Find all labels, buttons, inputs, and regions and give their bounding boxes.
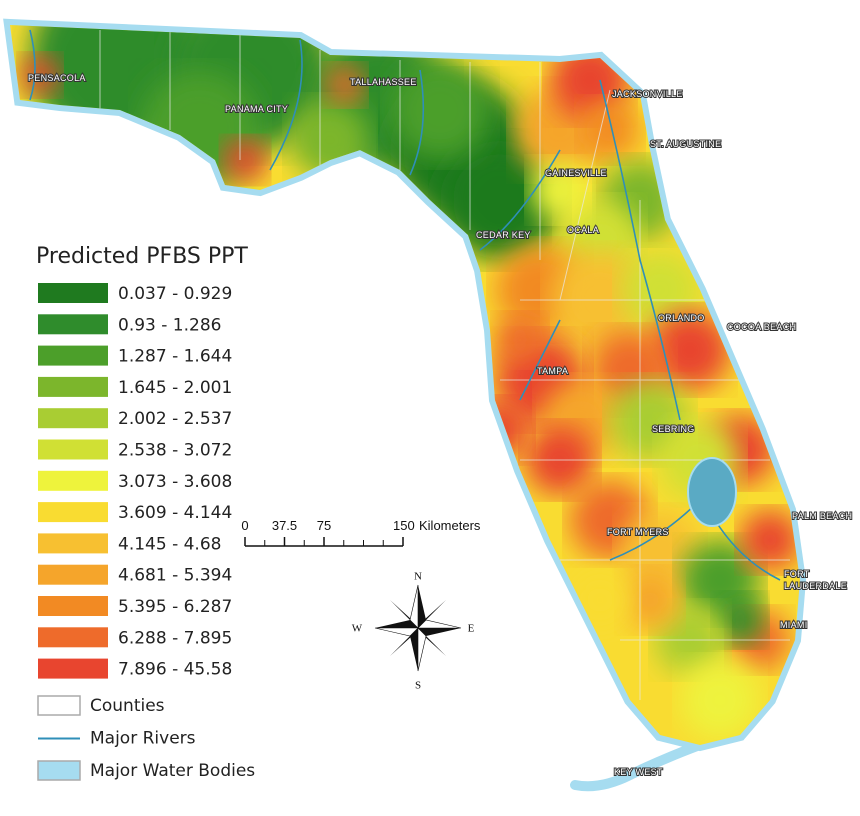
legend-swatch (38, 439, 108, 460)
rivers (29, 29, 781, 581)
legend-swatch (38, 408, 108, 429)
city-label: FORT (784, 569, 810, 579)
city-label: PALM BEACH (792, 511, 852, 521)
city-label: LAUDERDALE (784, 581, 847, 591)
city-label: SEBRING (652, 424, 695, 434)
city-label: ORLANDO (658, 313, 705, 323)
city-label: GAINESVILLE (545, 168, 607, 178)
city-label: OCALA (567, 225, 599, 235)
surface-blob (290, 100, 370, 180)
scale-label: 75 (317, 518, 331, 533)
city-label: JACKSONVILLE (612, 89, 683, 99)
surface-blob (223, 138, 267, 182)
city-label: COCOA BEACH (727, 322, 796, 332)
legend-label: 6.288 - 7.895 (118, 628, 232, 648)
legend-label: 4.145 - 4.68 (118, 534, 221, 554)
legend-swatch (38, 627, 108, 648)
legend-swatch (38, 283, 108, 303)
compass-north: N (414, 571, 422, 583)
city-label: TAMPA (537, 366, 568, 376)
legend-swatch (37, 760, 81, 781)
legend-swatch (38, 658, 108, 679)
city-label: KEY WEST (614, 767, 663, 777)
city-labels: PENSACOLA PANAMA CITY TALLAHASSEE JACKSONVI… (27, 72, 853, 778)
legend-label: 3.073 - 3.608 (118, 472, 232, 492)
scale-label: 0 (241, 518, 248, 533)
legend-swatch (38, 533, 108, 554)
city-label: CEDAR KEY (476, 230, 531, 240)
legend-title: Predicted PFBS PPT (36, 244, 248, 269)
surface-blob (580, 100, 640, 160)
county-lines (99, 30, 790, 700)
legend-label: 0.037 - 0.929 (118, 284, 232, 304)
scale-label: 150 (393, 518, 415, 533)
city-label: ST. AUGUSTINE (650, 139, 721, 149)
legend: Predicted PFBS PPT 0.037 - 0.929 0.93 - 1… (36, 244, 255, 781)
surface-blob (620, 570, 680, 630)
city-label: MIAMI (780, 620, 808, 630)
legend-swatch (37, 695, 81, 716)
compass-west: W (352, 623, 363, 635)
surface-blob (715, 595, 765, 645)
legend-swatch (38, 314, 108, 335)
legend-label: 4.681 - 5.394 (118, 566, 232, 586)
legend-swatch (38, 470, 108, 491)
city-label: PANAMA CITY (225, 104, 288, 114)
city-label: PENSACOLA (28, 73, 86, 83)
legend-label: 1.645 - 2.001 (118, 378, 232, 398)
legend-swatch (38, 596, 108, 616)
legend-label: Counties (90, 696, 165, 716)
surface-blob (680, 660, 760, 740)
city-label: TALLAHASSEE (350, 77, 417, 87)
lake-okeechobee (687, 457, 737, 527)
legend-label: 7.896 - 45.58 (118, 660, 232, 680)
surface-blob (390, 60, 490, 160)
legend-label: 5.395 - 6.287 (118, 597, 232, 617)
legend-swatch (38, 376, 108, 397)
scale-bar: 0 37.5 75 150 Kilometers (241, 518, 481, 547)
surface-blob (20, 55, 60, 95)
city-label: FORT MYERS (607, 527, 669, 537)
surface-blob (740, 510, 800, 570)
legend-swatch (38, 502, 108, 523)
legend-label: 2.002 - 2.537 (118, 409, 232, 429)
surface-blob (325, 65, 365, 105)
surface-blob (495, 315, 545, 365)
scale-label: 37.5 (272, 518, 297, 533)
florida-keys (570, 740, 705, 792)
legend-label: 2.538 - 3.072 (118, 441, 232, 461)
legend-label: Major Rivers (90, 729, 196, 749)
legend-label: Major Water Bodies (90, 761, 255, 781)
legend-swatch (38, 564, 108, 585)
compass-south: S (415, 680, 421, 692)
legend-label: 3.609 - 4.144 (118, 503, 232, 523)
scale-unit: Kilometers (419, 518, 481, 533)
legend-label: 0.93 - 1.286 (118, 315, 221, 335)
legend-label: 1.287 - 1.644 (118, 347, 232, 367)
compass: N S E W (352, 571, 475, 692)
compass-east: E (468, 623, 475, 635)
legend-swatch (38, 345, 108, 366)
